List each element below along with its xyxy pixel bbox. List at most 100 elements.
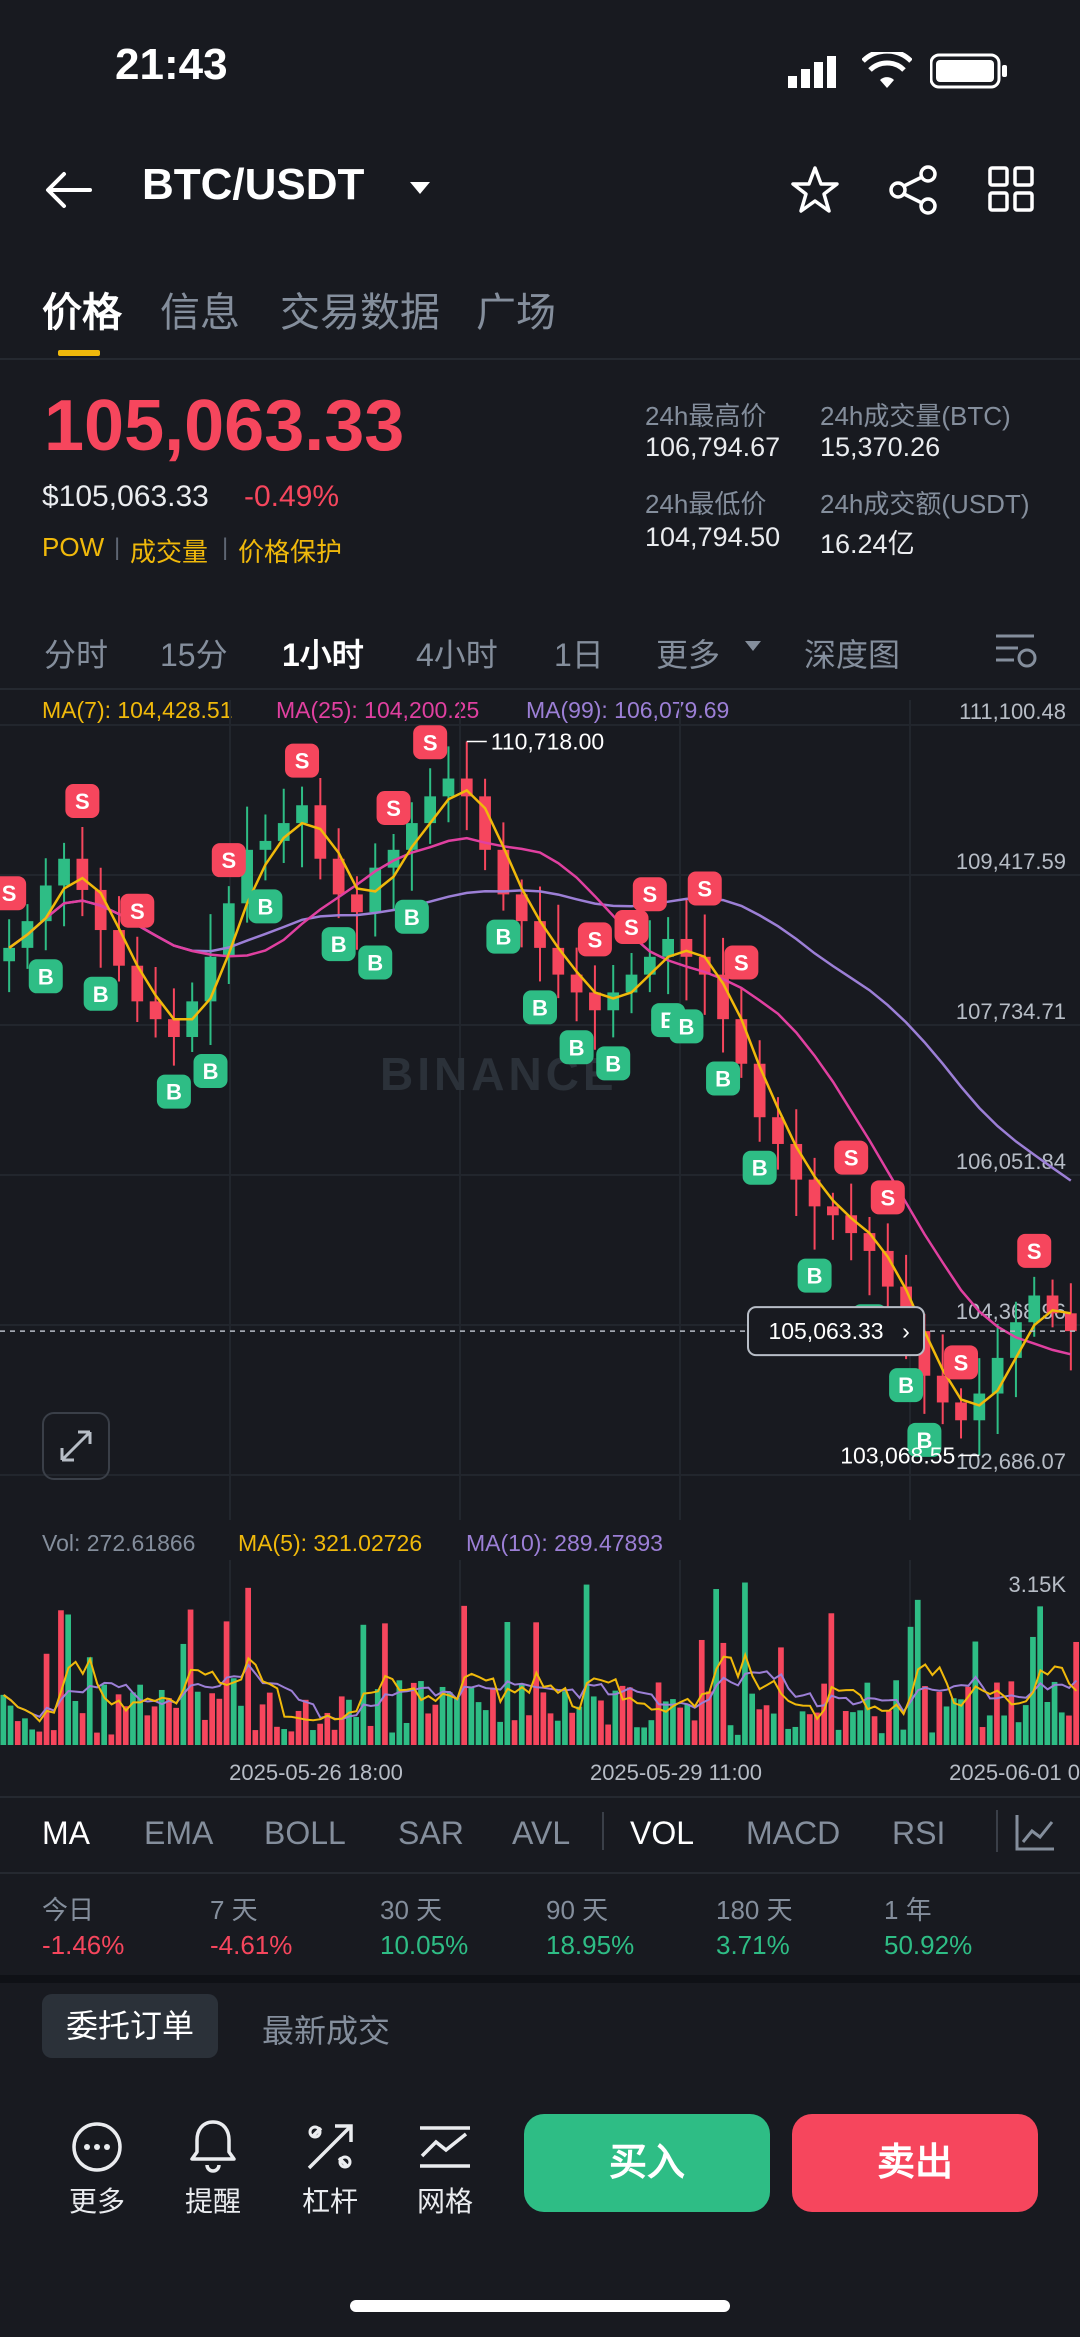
interval-4h[interactable]: 4小时 [416, 637, 498, 673]
tab-trade-data[interactable]: 交易数据 [280, 291, 440, 335]
candle-body [1028, 1295, 1041, 1323]
perf-value-180d: 3.71% [716, 1930, 790, 1960]
indicator-macd[interactable]: MACD [746, 1815, 841, 1851]
back-arrow-icon[interactable] [44, 170, 94, 210]
vol-btc-label: 24h成交量(BTC) [820, 401, 1011, 431]
buy-marker-badge [907, 1422, 942, 1457]
volume-bar [576, 1706, 583, 1745]
volume-bar [418, 1681, 424, 1745]
volume-bar [734, 1734, 741, 1745]
tab-square[interactable]: 广场 [476, 291, 556, 335]
candle-body [94, 889, 107, 931]
volume-bar [900, 1729, 907, 1745]
volume-bar [497, 1721, 503, 1745]
leverage-label[interactable]: 杠杆 [301, 2186, 358, 2217]
alert-label[interactable]: 提醒 [184, 2186, 241, 2217]
buy-marker-label: B [331, 932, 347, 957]
bell-icon[interactable] [178, 2112, 248, 2182]
candle-body [406, 823, 418, 850]
more-dropdown-icon[interactable] [744, 640, 762, 652]
leverage-icon[interactable] [295, 2112, 365, 2182]
volume-bar [230, 1678, 237, 1745]
indicator-boll[interactable]: BOLL [264, 1815, 346, 1851]
tab-orders[interactable]: 委托订单 [42, 1994, 218, 2058]
indicator-ma[interactable]: MA [42, 1815, 90, 1851]
tab-info[interactable]: 信息 [160, 291, 240, 335]
buy-marker: B [486, 919, 521, 954]
buy-marker: B [523, 990, 557, 1025]
sell-marker-badge [376, 790, 411, 825]
volume-bar [72, 1700, 79, 1745]
perf-label-1y: 1 年 [884, 1895, 932, 1925]
candle-body [863, 1233, 876, 1251]
volume-bar [108, 1734, 115, 1745]
volume-chart[interactable]: 3.15K 2025-05-26 18:00 2025-05-29 11:00 202… [0, 1560, 1080, 1790]
volume-bar [965, 1686, 971, 1745]
fullscreen-button[interactable] [42, 1412, 110, 1480]
candle-body [314, 805, 327, 859]
interval-1h[interactable]: 1小时 [282, 637, 364, 673]
interval-divider [0, 688, 1080, 690]
share-icon[interactable] [888, 165, 940, 215]
indicator-avl[interactable]: AVL [512, 1815, 571, 1851]
low-value: 104,794.50 [645, 522, 781, 552]
volume-bar [346, 1699, 352, 1745]
sell-button[interactable]: 卖出 [792, 2114, 1038, 2212]
volume-bar [713, 1589, 719, 1745]
buy-marker: B [394, 899, 429, 934]
volume-bar [468, 1686, 475, 1745]
tag-price-protect[interactable]: 价格保护 [238, 537, 343, 567]
price-usd: $105,063.33 [42, 480, 209, 513]
buy-marker-badge [358, 945, 393, 980]
volume-bar [806, 1714, 813, 1745]
sell-marker-badge [870, 1180, 905, 1215]
volume-bar [770, 1713, 777, 1745]
sell-marker: S [0, 876, 27, 911]
perf-value-today: -1.46% [42, 1930, 125, 1960]
indicator-ema[interactable]: EMA [144, 1815, 214, 1851]
interval-time[interactable]: 分时 [44, 637, 109, 673]
star-icon[interactable] [790, 165, 840, 215]
interval-15m[interactable]: 15分 [160, 637, 228, 673]
indicator-vol[interactable]: VOL [630, 1815, 695, 1851]
buy-marker: B [669, 1009, 704, 1044]
more-label[interactable]: 更多 [68, 2186, 125, 2217]
perf-value-7d: -4.61% [210, 1930, 293, 1960]
volume-bar [1058, 1712, 1065, 1745]
candle-body [497, 849, 510, 895]
buy-marker-badge [706, 1061, 741, 1096]
interval-more[interactable]: 更多 [656, 637, 721, 673]
grid-label[interactable]: 网格 [416, 2186, 473, 2217]
chart-settings-icon[interactable] [994, 630, 1038, 670]
volume-bar [763, 1705, 770, 1745]
volume-bar [569, 1712, 575, 1745]
indicator-rsi[interactable]: RSI [892, 1815, 946, 1851]
grid-menu-icon[interactable] [988, 166, 1034, 212]
tag-volume[interactable]: 成交量 [130, 537, 209, 567]
sell-marker: S [1017, 1233, 1052, 1268]
indicator-sar[interactable]: SAR [398, 1815, 464, 1851]
more-icon[interactable] [62, 2112, 132, 2182]
grid-trading-icon[interactable] [410, 2112, 480, 2182]
volume-bar [396, 1680, 403, 1745]
tag-pow[interactable]: POW [42, 532, 105, 562]
volume-bar [115, 1694, 122, 1745]
tab-price[interactable]: 价格 [42, 291, 122, 335]
volume-bar [835, 1729, 842, 1745]
tag-separator: | [222, 534, 229, 561]
buy-marker: B [706, 1061, 741, 1096]
buy-marker-badge [156, 1074, 191, 1109]
tab-latest-trades[interactable]: 最新成交 [262, 2013, 391, 2049]
buy-button[interactable]: 买入 [524, 2114, 770, 2212]
interval-1d[interactable]: 1日 [554, 637, 604, 673]
pair-title[interactable]: BTC/USDT [142, 160, 365, 209]
volume-bar [886, 1710, 892, 1745]
sell-marker-label: S [1027, 1239, 1042, 1264]
candle-body [58, 858, 70, 886]
perf-label-7d: 7 天 [210, 1895, 258, 1925]
price-chart[interactable]: 111,100.48 109,417.59 107,734.71 106,051.84… [0, 700, 1080, 1520]
pair-dropdown-icon[interactable] [408, 180, 432, 196]
indicator-chart-icon[interactable] [1014, 1812, 1056, 1852]
interval-depth[interactable]: 深度图 [804, 637, 901, 673]
sell-marker-label: S [844, 1146, 859, 1171]
